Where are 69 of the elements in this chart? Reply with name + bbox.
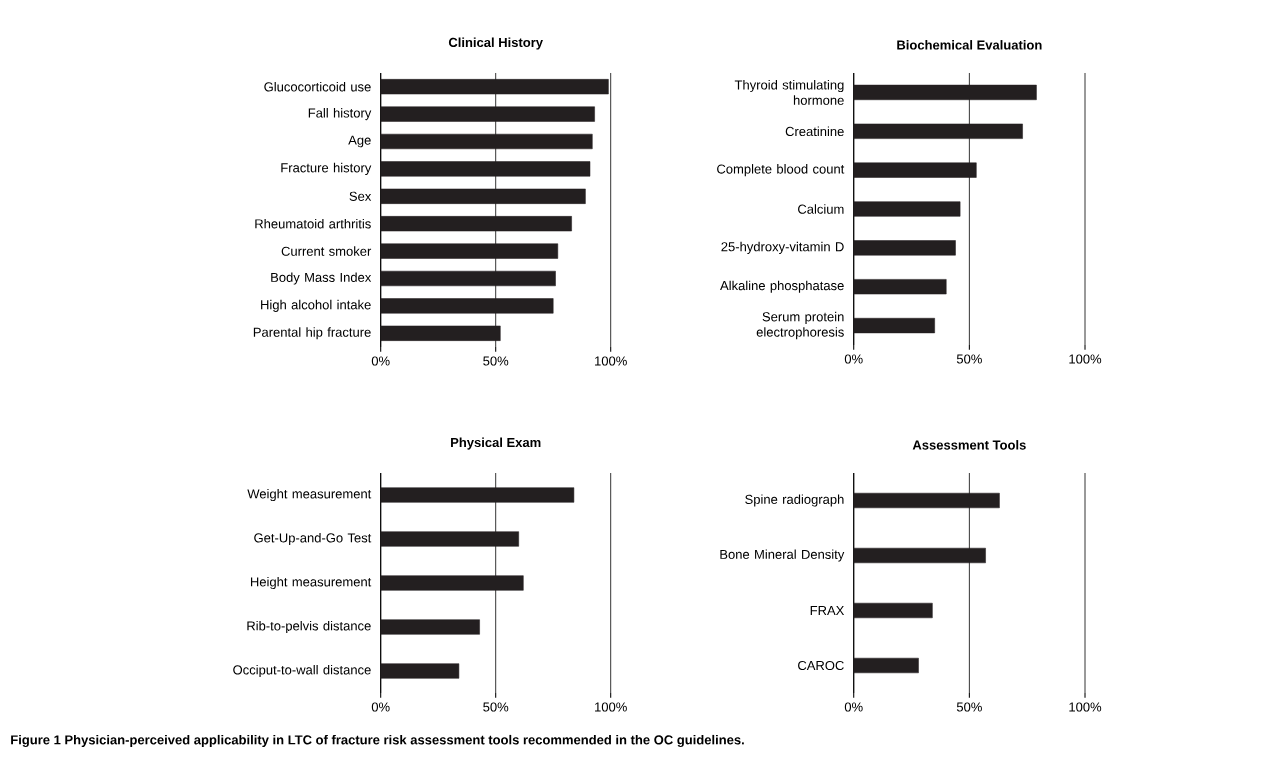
- y-tick-label: Current smoker: [281, 246, 372, 256]
- y-tick-label: High alcohol intake: [261, 299, 371, 312]
- y-tick-label: FRAX: [810, 606, 845, 615]
- x-tick-label: 50%: [956, 702, 982, 712]
- y-tick-label: Parental hip fracture: [253, 327, 371, 340]
- y-tick-label: 25-hydroxy-vitamin D: [721, 241, 844, 254]
- y-tick-label: Bone Mineral Density: [720, 549, 845, 562]
- bar: [853, 162, 977, 178]
- bar: [380, 188, 586, 204]
- x-tick-label: 100%: [1069, 354, 1102, 364]
- y-tick-label: Serum protein electrophoresis: [756, 311, 844, 340]
- y-tick-label: Calcium: [798, 204, 844, 214]
- y-tick-label: Glucocorticoid use: [264, 81, 371, 92]
- x-tick-label: 100%: [595, 356, 627, 366]
- y-tick-label: Occiput-to-wall distance: [233, 664, 371, 678]
- bar: [853, 602, 933, 619]
- bar: [853, 240, 956, 256]
- y-tick-label: Get-Up-and-Go Test: [254, 532, 372, 546]
- y-tick-label: Weight measurement: [247, 488, 372, 502]
- y-tick-label: Creatinine: [785, 126, 844, 137]
- chart-title: Clinical History: [448, 37, 543, 50]
- caption: Figure 1 Physician-perceived applicability in LTC of fracture risk assessment tools recommended in the OC guidelines.: [11, 734, 744, 748]
- bar: [380, 663, 460, 679]
- bar: [853, 657, 919, 674]
- bar: [380, 216, 572, 232]
- x-tick-label: 100%: [1069, 702, 1102, 712]
- y-tick-label: Thyroid stimulating hormone: [734, 79, 844, 105]
- y-tick-label: Rheumatoid arthritis: [255, 218, 371, 229]
- y-tick-label: Alkaline phosphatase: [720, 280, 844, 293]
- y-tick-label: CAROC: [798, 660, 844, 671]
- chart-title: Physical Exam: [451, 437, 541, 450]
- bar: [380, 487, 575, 503]
- y-tick-label: Sex: [349, 191, 372, 201]
- bar: [380, 243, 559, 259]
- x-tick-label: 0%: [844, 702, 863, 712]
- bar: [380, 79, 609, 95]
- y-tick-label: Fall history: [308, 108, 372, 121]
- bar: [853, 123, 1023, 139]
- y-tick-label: Body Mass Index: [271, 272, 372, 285]
- bar: [380, 298, 554, 314]
- y-tick-label: Height measurement: [250, 576, 372, 590]
- bar: [380, 133, 593, 150]
- bar: [853, 492, 1000, 509]
- bar: [380, 531, 519, 547]
- x-tick-label: 50%: [956, 354, 982, 364]
- bar: [380, 161, 591, 177]
- bar: [853, 547, 986, 564]
- bar: [853, 279, 947, 295]
- y-tick-label: Complete blood count: [717, 164, 845, 177]
- x-tick-label: 0%: [371, 702, 390, 712]
- bar: [853, 201, 961, 217]
- chart-title: Biochemical Evaluation: [897, 40, 1042, 50]
- x-tick-label: 0%: [371, 356, 390, 366]
- bar: [380, 106, 595, 122]
- x-tick-label: 0%: [844, 354, 863, 364]
- x-tick-label: 50%: [483, 356, 509, 366]
- bar: [380, 575, 524, 591]
- x-tick-label: 100%: [595, 702, 627, 712]
- bar: [853, 317, 935, 334]
- y-tick-label: Rib-to-pelvis distance: [247, 620, 371, 634]
- bar: [853, 84, 1037, 101]
- y-tick-label: Age: [348, 135, 371, 148]
- bar: [380, 325, 501, 341]
- y-tick-label: Fracture history: [281, 162, 372, 175]
- bar: [380, 270, 556, 287]
- bar: [380, 619, 480, 635]
- x-tick-label: 50%: [483, 702, 509, 712]
- chart-title: Assessment Tools: [912, 440, 1026, 450]
- y-tick-label: Spine radiograph: [745, 494, 844, 507]
